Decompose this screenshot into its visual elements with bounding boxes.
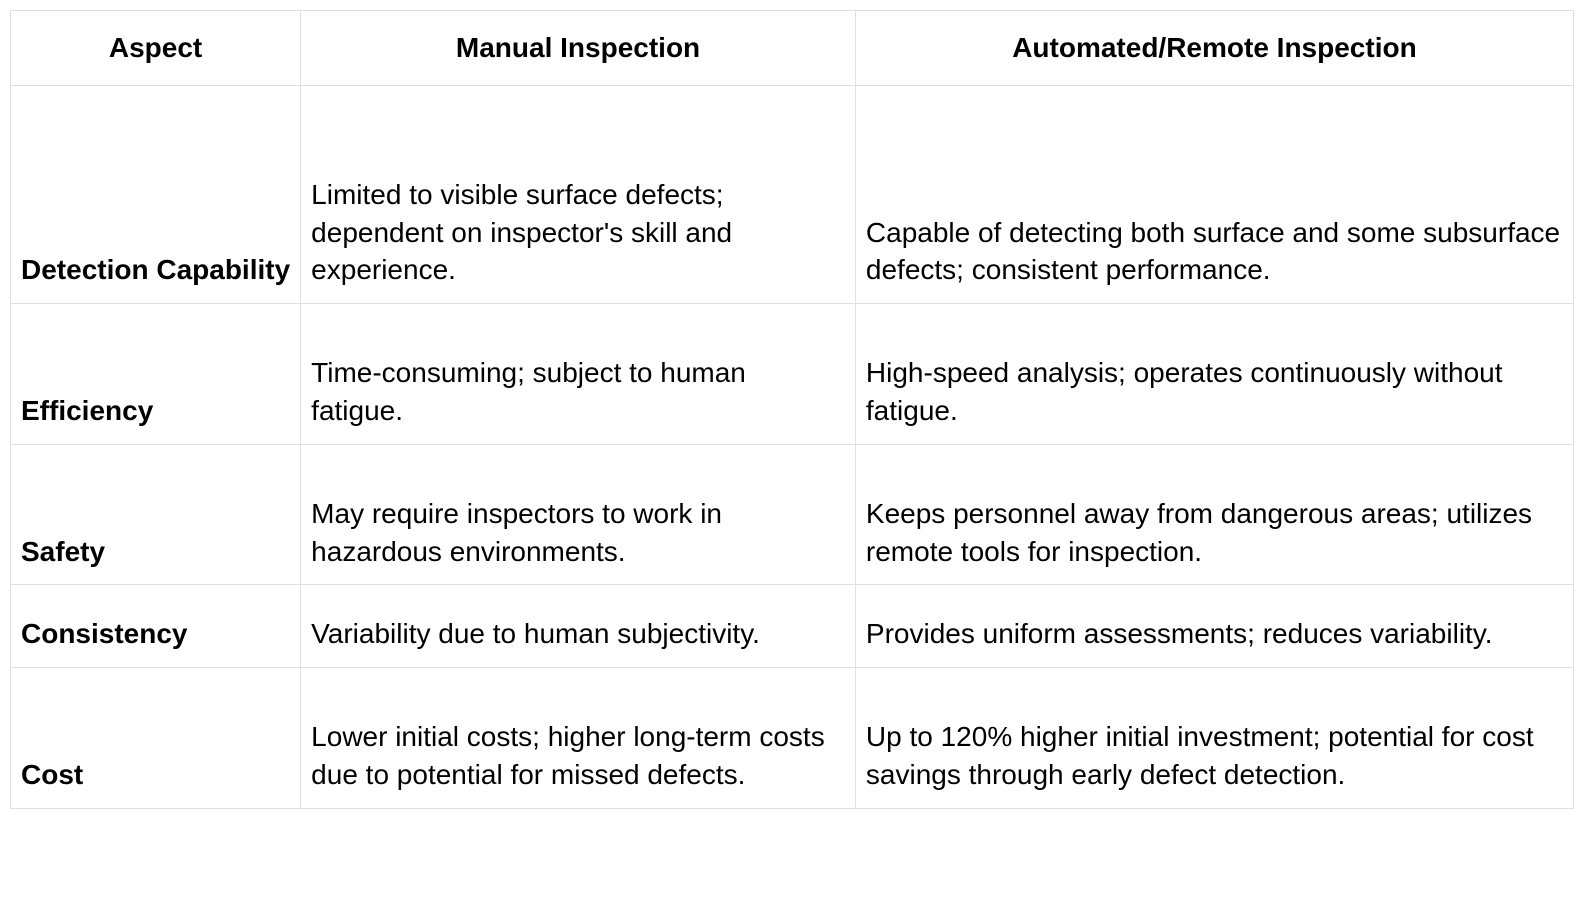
table-header-row: Aspect Manual Inspection Automated/Remot… [11, 11, 1574, 86]
aspect-cell: Consistency [11, 585, 301, 668]
automated-cell: Keeps personnel away from dangerous area… [855, 444, 1573, 585]
aspect-cell: Efficiency [11, 304, 301, 445]
table-row: Cost Lower initial costs; higher long-te… [11, 668, 1574, 809]
automated-cell: Provides uniform assessments; reduces va… [855, 585, 1573, 668]
table-row: Efficiency Time-consuming; subject to hu… [11, 304, 1574, 445]
automated-cell: Capable of detecting both surface and so… [855, 85, 1573, 303]
table-row: Safety May require inspectors to work in… [11, 444, 1574, 585]
header-automated: Automated/Remote Inspection [855, 11, 1573, 86]
table-row: Consistency Variability due to human sub… [11, 585, 1574, 668]
automated-cell: Up to 120% higher initial investment; po… [855, 668, 1573, 809]
manual-cell: Time-consuming; subject to human fatigue… [301, 304, 856, 445]
header-aspect: Aspect [11, 11, 301, 86]
table-row: Detection Capability Limited to visible … [11, 85, 1574, 303]
aspect-cell: Cost [11, 668, 301, 809]
manual-cell: Variability due to human subjectivity. [301, 585, 856, 668]
manual-cell: Limited to visible surface defects; depe… [301, 85, 856, 303]
aspect-cell: Safety [11, 444, 301, 585]
manual-cell: Lower initial costs; higher long-term co… [301, 668, 856, 809]
aspect-cell: Detection Capability [11, 85, 301, 303]
comparison-table: Aspect Manual Inspection Automated/Remot… [10, 10, 1574, 809]
manual-cell: May require inspectors to work in hazard… [301, 444, 856, 585]
automated-cell: High-speed analysis; operates continuous… [855, 304, 1573, 445]
header-manual: Manual Inspection [301, 11, 856, 86]
